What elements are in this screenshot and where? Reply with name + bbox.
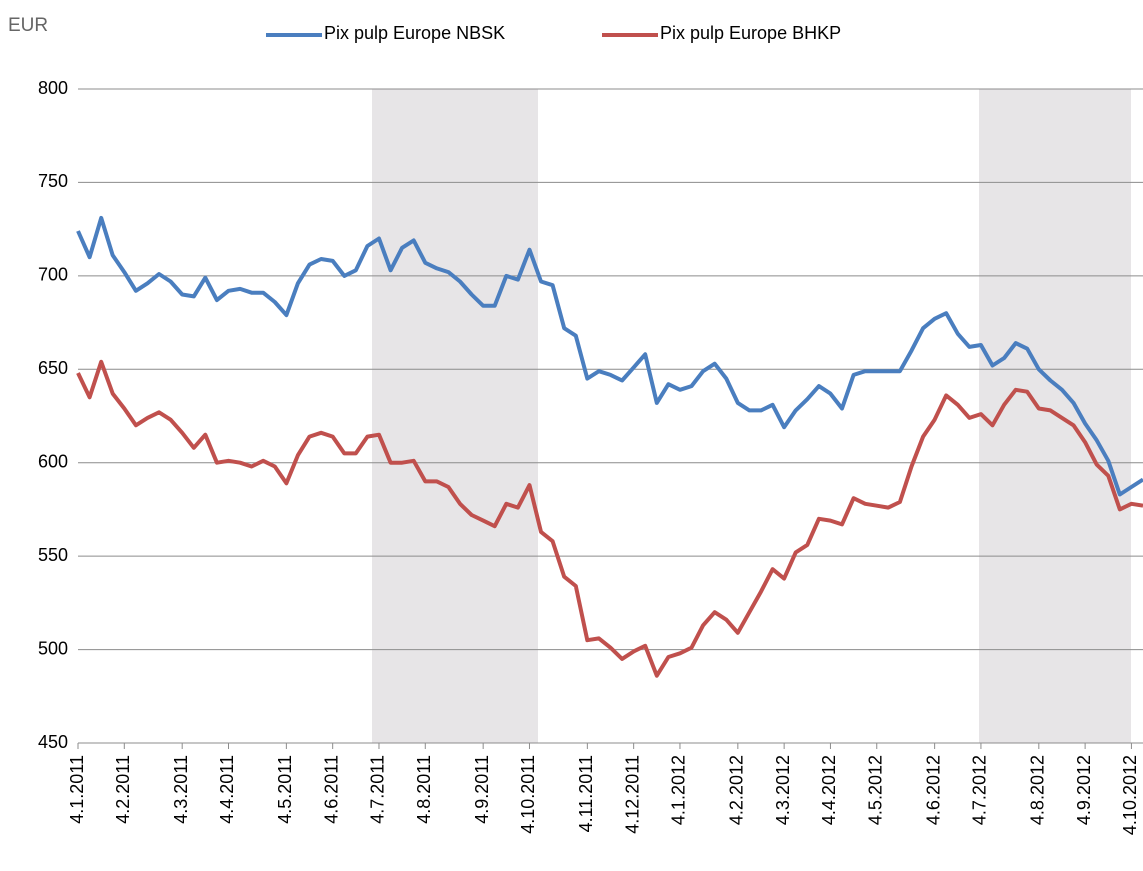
y-tick-label: 650 <box>38 358 68 378</box>
x-tick-label: 4.10.2012 <box>1120 755 1140 835</box>
y-axis-label: EUR <box>8 15 48 36</box>
x-tick-label: 4.7.2011 <box>368 755 388 824</box>
x-tick-label: 4.1.2011 <box>67 755 87 824</box>
x-tick-label: 4.2.2011 <box>113 755 133 824</box>
y-tick-label: 500 <box>38 638 68 658</box>
y-tick-label: 550 <box>38 545 68 565</box>
legend-label: Pix pulp Europe BHKP <box>660 23 841 43</box>
x-tick-label: 4.9.2011 <box>472 755 492 824</box>
series-line <box>76 359 1143 678</box>
x-tick-label: 4.7.2012 <box>970 755 990 825</box>
y-tick-label: 800 <box>38 78 68 98</box>
x-tick-label: 4.11.2011 <box>576 755 596 832</box>
x-tick-label: 4.3.2012 <box>773 755 793 825</box>
y-tick-label: 600 <box>38 451 68 471</box>
x-tick-label: 4.1.2012 <box>669 755 689 825</box>
series-line <box>76 215 1143 497</box>
x-tick-label: 4.4.2012 <box>819 755 839 825</box>
x-tick-label: 4.9.2012 <box>1074 755 1094 825</box>
x-tick-label: 4.8.2012 <box>1028 755 1048 825</box>
shaded-period <box>979 89 1131 743</box>
shaded-period <box>372 89 538 743</box>
x-tick-label: 4.6.2012 <box>923 755 943 825</box>
x-tick-label: 4.8.2011 <box>414 755 434 824</box>
y-tick-label: 750 <box>38 171 68 191</box>
y-tick-label: 700 <box>38 265 68 285</box>
x-tick-label: 4.5.2012 <box>866 755 886 825</box>
x-tick-label: 4.2.2012 <box>727 755 747 825</box>
x-tick-label: 4.3.2011 <box>171 755 191 824</box>
x-tick-label: 4.6.2011 <box>321 755 341 824</box>
x-tick-label: 4.12.2011 <box>622 755 642 834</box>
x-tick-label: 4.10.2011 <box>518 755 538 834</box>
x-tick-label: 4.5.2011 <box>275 755 295 824</box>
y-tick-label: 450 <box>38 732 68 752</box>
legend-label: Pix pulp Europe NBSK <box>324 23 505 43</box>
x-tick-label: 4.4.2011 <box>217 755 237 824</box>
